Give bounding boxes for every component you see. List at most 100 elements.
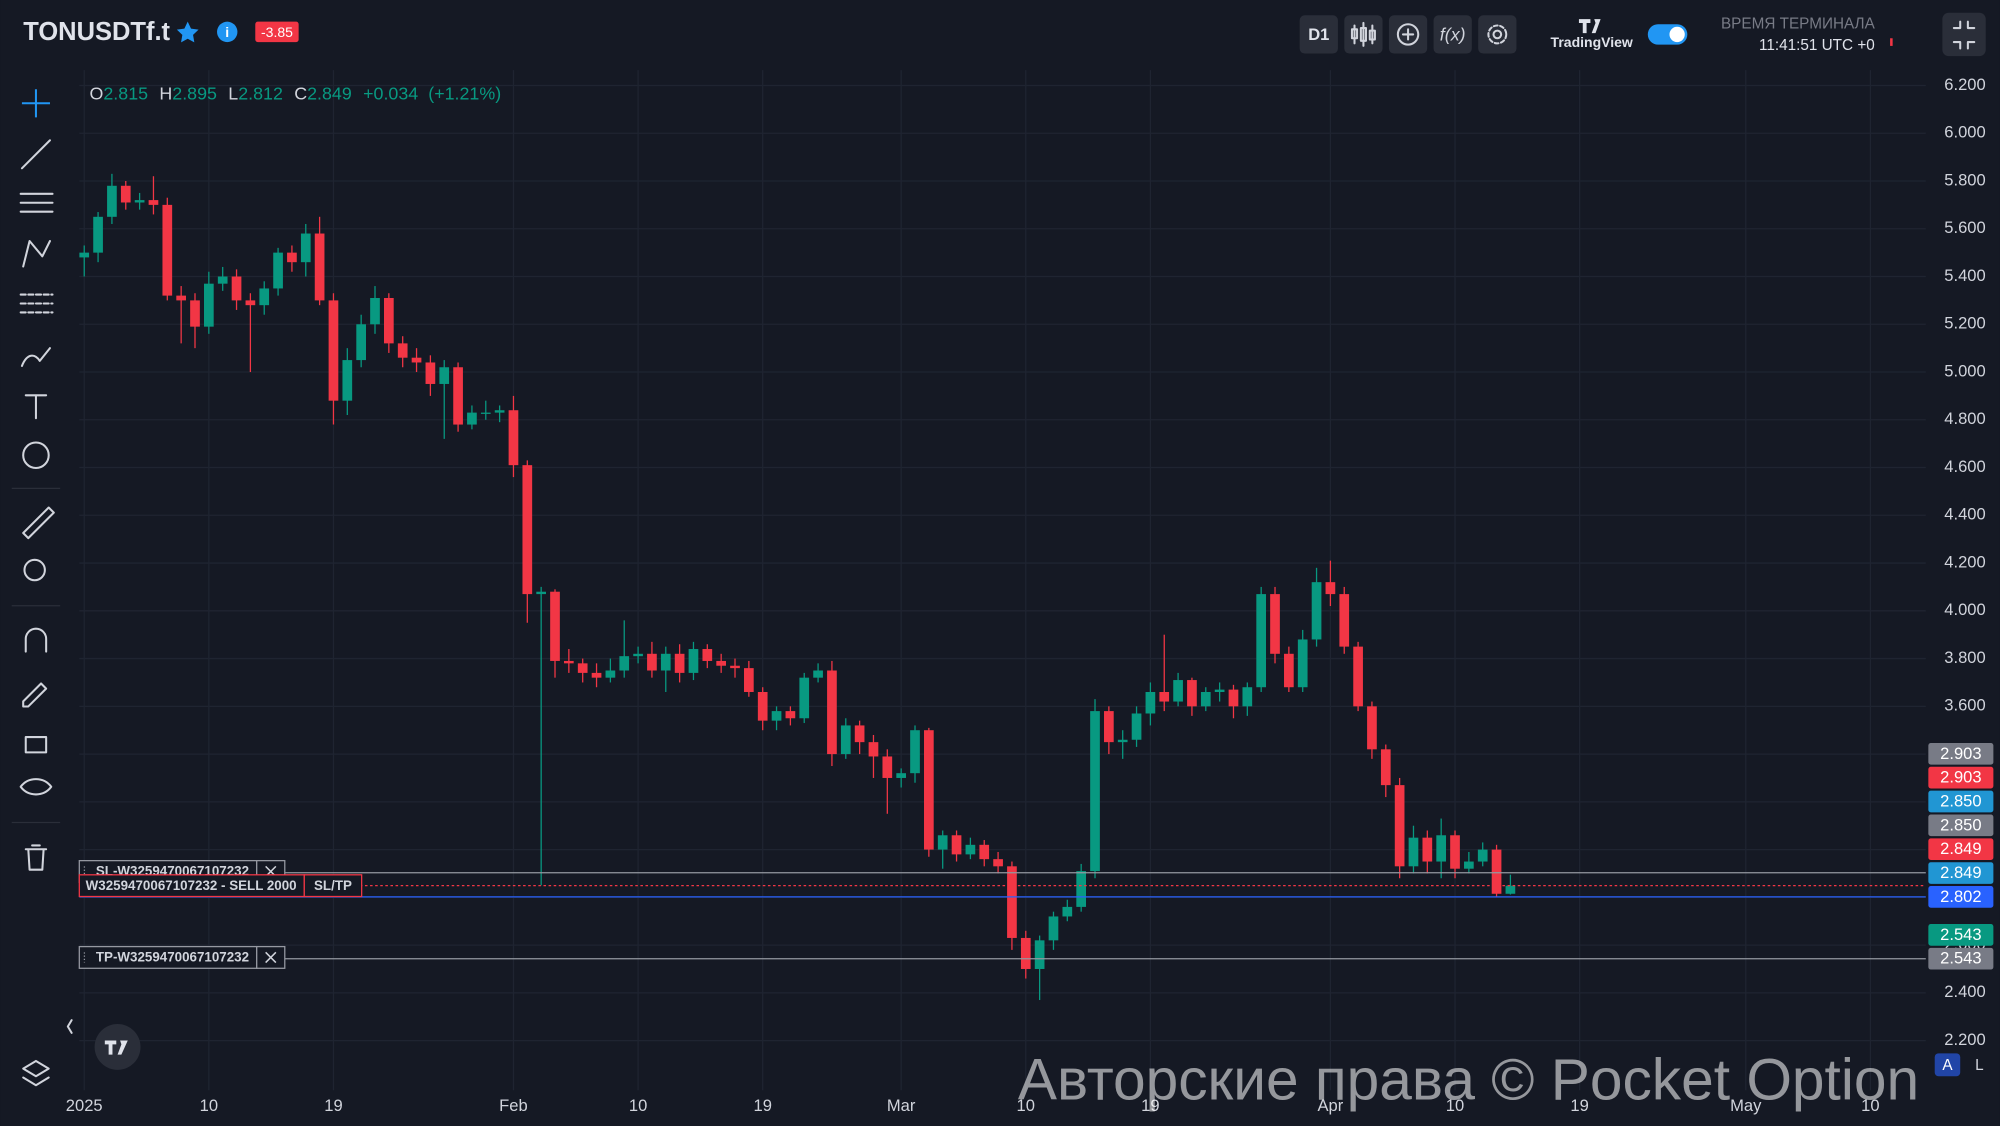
auto-scale: A — [1942, 1057, 1953, 1074]
x-tick-label: 10 — [629, 1096, 647, 1115]
price-marker — [1928, 790, 1994, 813]
candle-body — [148, 200, 159, 205]
candle-body — [1339, 594, 1350, 647]
pattern-tool[interactable] — [22, 239, 51, 268]
info-icon[interactable] — [217, 21, 238, 43]
candle-body — [1076, 871, 1087, 907]
legend-o: O — [90, 83, 104, 103]
order-text: W3259470067107232 - SELL 2000 — [86, 878, 297, 893]
price-marker-label: 2.850 — [1940, 815, 1981, 834]
candle-body — [1297, 639, 1308, 688]
candle-body — [577, 663, 588, 673]
info-glyph: i — [225, 24, 229, 40]
price-marker — [1928, 766, 1994, 789]
legend-change: +0.034 — [363, 83, 418, 103]
x-tick-label: 2025 — [66, 1096, 103, 1115]
price-marker-label: 2.850 — [1940, 792, 1981, 811]
add-icon — [1396, 23, 1420, 46]
candle-body — [425, 362, 436, 384]
prediction-tool[interactable] — [19, 293, 54, 314]
price-marker-label: 2.849 — [1940, 839, 1981, 858]
sltp-button-bg[interactable] — [303, 874, 363, 898]
x-tick-label: Apr — [1318, 1096, 1344, 1115]
candle-body — [287, 252, 297, 263]
fib-tool[interactable] — [19, 192, 54, 213]
delete-tool[interactable] — [24, 844, 48, 871]
price-marker — [1928, 886, 1994, 908]
brush-tool[interactable] — [20, 347, 51, 368]
price-marker — [1928, 814, 1994, 837]
change-badge: -3.85 — [261, 24, 293, 40]
x-tick-label: 19 — [324, 1096, 342, 1115]
x-tick-label: 10 — [1017, 1096, 1035, 1115]
visibility-tool[interactable] — [19, 778, 53, 796]
order-close — [265, 951, 277, 964]
candle-body — [924, 730, 934, 850]
candle-body — [647, 653, 657, 671]
settings-icon — [1487, 24, 1508, 45]
indicators-button[interactable] — [1433, 15, 1472, 54]
log-scale[interactable]: L — [1975, 1057, 1984, 1074]
x-tick-label: 10 — [200, 1096, 218, 1115]
toggle-knob — [1669, 26, 1685, 43]
fullscreen-button[interactable] — [1942, 12, 1986, 57]
candle-body — [660, 653, 671, 671]
y-tick-label: 4.000 — [1944, 600, 1985, 619]
price-markers: 2.903 2.903 2.850 2.850 2.849 2.849 2.802 2.543… — [1928, 742, 1994, 970]
collapse-button[interactable] — [66, 1019, 73, 1034]
lock-draw-tool[interactable] — [22, 682, 48, 708]
layers-button[interactable] — [22, 1059, 50, 1087]
candle-body — [993, 859, 1003, 867]
candle-body — [730, 665, 740, 669]
candle-body — [813, 670, 823, 678]
candle-body — [1173, 680, 1183, 702]
candle-body — [591, 672, 602, 678]
grid — [79, 70, 1926, 1091]
candle-body — [245, 300, 256, 306]
candle-body — [411, 357, 422, 363]
candle-body — [134, 200, 145, 203]
y-tick-label: 4.600 — [1944, 457, 1985, 476]
trendline-tool[interactable] — [20, 139, 51, 170]
candle-body — [467, 412, 477, 425]
x-tick-label: May — [1730, 1096, 1762, 1115]
add-plus — [1401, 28, 1415, 41]
candle-body — [1380, 749, 1391, 786]
legend-close: 2.849 — [307, 83, 352, 103]
candle-body — [771, 711, 782, 721]
ruler-tool[interactable] — [22, 506, 55, 540]
candle-body — [1422, 837, 1433, 862]
candle-body — [522, 465, 533, 595]
favorite-star[interactable] — [176, 21, 199, 43]
y-tick-label: 5.200 — [1944, 314, 1985, 333]
candle-body — [937, 835, 948, 850]
settings-button[interactable] — [1478, 15, 1517, 54]
candle-body — [1408, 837, 1419, 867]
x-tick-label: 19 — [1141, 1096, 1159, 1115]
magnet-tool[interactable] — [24, 627, 48, 653]
y-tick-label: 5.600 — [1944, 218, 1985, 237]
crosshair-tool[interactable] — [21, 89, 50, 118]
candle-body — [605, 670, 616, 678]
lock-tool[interactable] — [24, 736, 48, 754]
text-tool[interactable] — [24, 394, 48, 420]
emoji-tool[interactable] — [22, 441, 50, 470]
ohlc-legend: O2.815 H2.895 L2.812 C2.849 +0.034 (+1.2… — [90, 83, 502, 103]
legend-high: 2.895 — [172, 83, 217, 103]
y-tick-label: 4.800 — [1944, 409, 1985, 428]
auto-scale-button[interactable] — [1934, 1053, 1961, 1077]
candle-body — [342, 360, 353, 401]
price-marker — [1928, 838, 1994, 861]
tv-badge[interactable] — [94, 1023, 141, 1070]
price-marker — [1928, 924, 1994, 946]
candle-body — [453, 367, 463, 425]
y-tick-label: 5.800 — [1944, 170, 1985, 189]
candle-body — [965, 844, 976, 855]
candle-body — [273, 252, 283, 289]
timeframe-button[interactable] — [1299, 15, 1338, 54]
candle-body — [716, 660, 727, 666]
left-toolbar — [11, 89, 141, 1087]
candle-body — [785, 711, 796, 719]
zoom-tool[interactable] — [23, 558, 46, 582]
candle-body — [910, 730, 920, 774]
